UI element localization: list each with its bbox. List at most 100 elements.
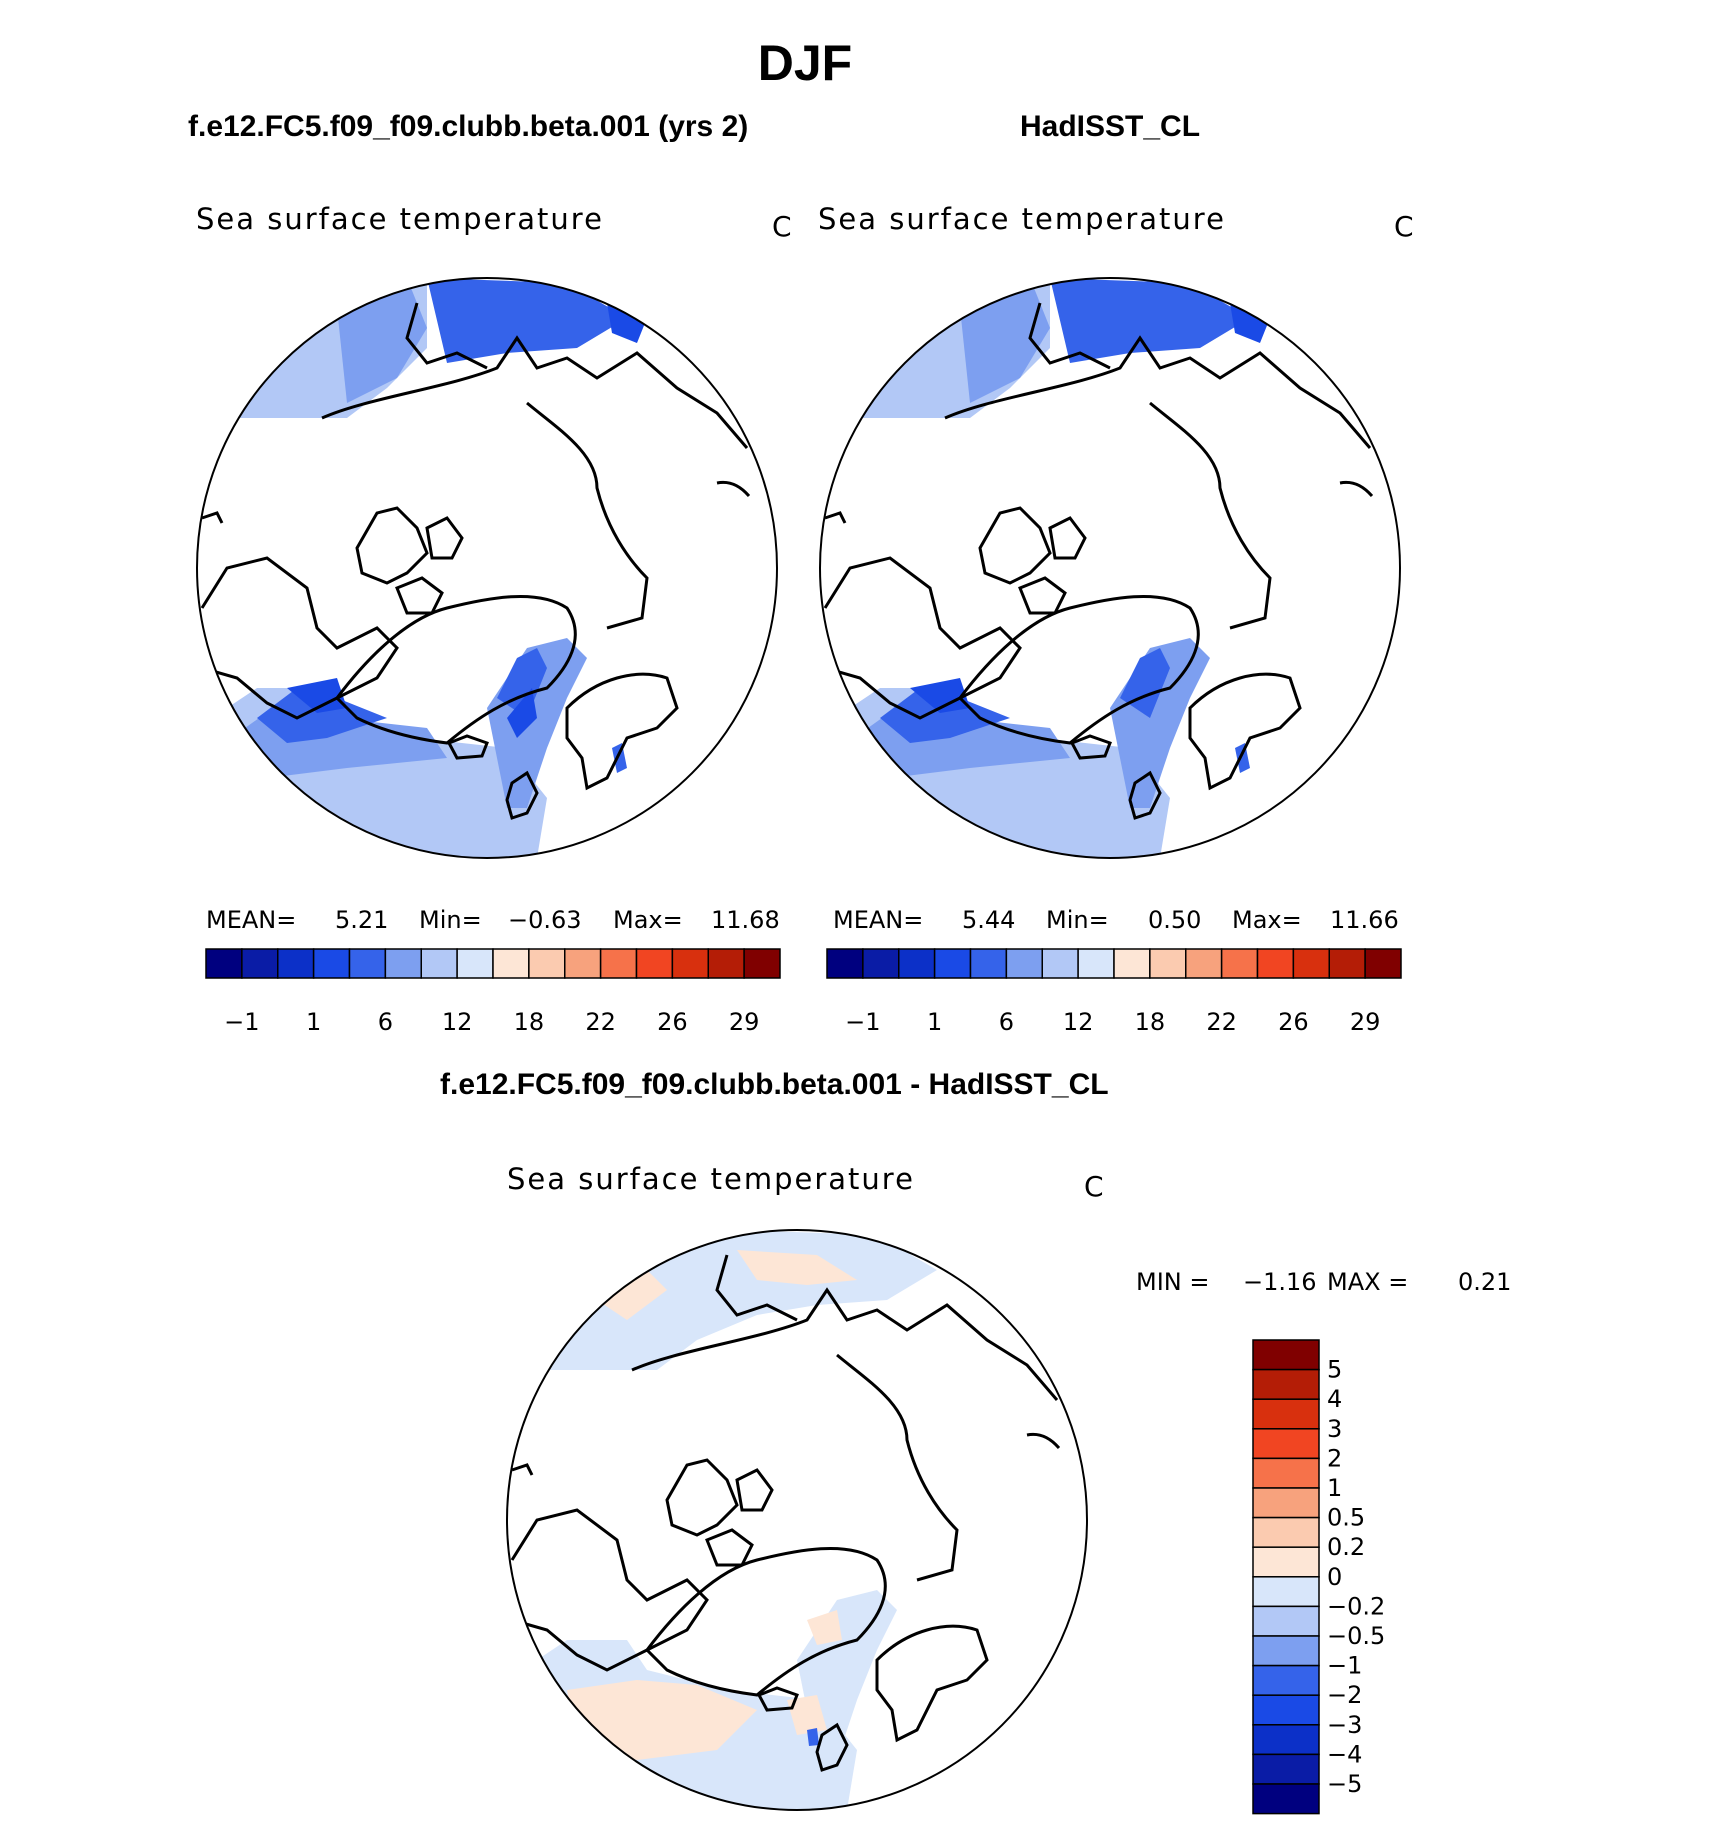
- diff-colorbar-swatch: [1252, 1546, 1320, 1578]
- diff-colorbar-swatch: [1252, 1368, 1320, 1400]
- diff-colorbar-tick-label: −3: [1327, 1711, 1362, 1739]
- panel2-colorbar-tick-label: 6: [999, 1008, 1014, 1036]
- panel1-colorbar-tick-label: 18: [514, 1008, 545, 1036]
- panel2-colorbar-swatch: [898, 948, 936, 979]
- panel1-max-label: Max=: [613, 906, 683, 934]
- panel1-colorbar-tick-label: 1: [306, 1008, 321, 1036]
- panel2-units-label: C: [1394, 210, 1414, 243]
- panel1-mean-label: MEAN=: [206, 906, 297, 934]
- diff-colorbar-tick-label: −0.5: [1327, 1622, 1385, 1650]
- diff-colorbar-tick-label: −4: [1327, 1740, 1362, 1768]
- diff-polar-map: [506, 1229, 1088, 1811]
- diff-colorbar-tick-label: 0.5: [1327, 1504, 1365, 1532]
- panel2-colorbar-tick-label: 22: [1206, 1008, 1237, 1036]
- panel1-colorbar: −1 1 6 12 18 22 26 29: [205, 948, 781, 1036]
- diff-colorbar-tick-label: 2: [1327, 1444, 1342, 1472]
- panel1-colorbar-swatch: [205, 948, 243, 979]
- panel2-colorbar-swatch: [862, 948, 900, 979]
- diff-colorbar-tick-label: 0: [1327, 1563, 1342, 1591]
- panel1-colorbar-swatch: [743, 948, 781, 979]
- panel1-colorbar-swatch: [312, 948, 351, 979]
- panel2-colorbar-swatch: [1041, 948, 1079, 979]
- panel1-colorbar-swatch: [635, 948, 674, 979]
- diff-colorbar-swatch: [1252, 1516, 1320, 1548]
- panel2-colorbar-tick-label: 1: [927, 1008, 942, 1036]
- panel1-colorbar-tick-label: −1: [224, 1008, 259, 1036]
- panel1-min-value: −0.63: [508, 906, 582, 934]
- panel2-colorbar-swatch: [1005, 948, 1043, 979]
- panel2-mean-value: 5.44: [962, 906, 1016, 934]
- panel2-colorbar-swatch: [933, 948, 972, 979]
- diff-colorbar-tick-label: 5: [1327, 1356, 1342, 1384]
- panel1-min-label: Min=: [419, 906, 482, 934]
- panel2-colorbar-swatch: [1185, 948, 1223, 979]
- panel2-polar-map: [819, 277, 1401, 859]
- panel2-variable-label: Sea surface temperature: [818, 202, 1226, 236]
- panel1-colorbar-tick-label: 12: [442, 1008, 473, 1036]
- panel2-min-label: Min=: [1046, 906, 1109, 934]
- diff-max-value: 0.21: [1458, 1268, 1512, 1296]
- panel2-min-value: 0.50: [1148, 906, 1202, 934]
- panel1-colorbar-swatch: [241, 948, 279, 979]
- panel2-colorbar-swatch: [826, 948, 864, 979]
- diff-colorbar-swatch: [1252, 1576, 1320, 1608]
- panel2-mean-label: MEAN=: [833, 906, 924, 934]
- diff-colorbar-swatch: [1252, 1664, 1320, 1696]
- panel1-colorbar-swatch: [599, 948, 638, 979]
- diff-colorbar-tick-label: −0.2: [1327, 1592, 1385, 1620]
- diff-max-label: MAX =: [1327, 1268, 1409, 1296]
- panel1-units-label: C: [772, 210, 792, 243]
- diff-units-label: C: [1084, 1170, 1104, 1203]
- panel2-colorbar-swatch: [1292, 948, 1330, 979]
- diff-colorbar-swatch: [1252, 1398, 1320, 1430]
- diff-colorbar-tick-label: 3: [1327, 1415, 1342, 1443]
- diff-colorbar-swatch: [1252, 1783, 1320, 1815]
- panel1-colorbar-tick-label: 22: [585, 1008, 616, 1036]
- diff-colorbar-swatch: [1252, 1487, 1320, 1519]
- model-case-title: f.e12.FC5.f09_f09.clubb.beta.001 (yrs 2): [188, 110, 749, 143]
- panel2-max-value: 11.66: [1330, 906, 1399, 934]
- diff-colorbar-swatch: [1252, 1339, 1320, 1371]
- difference-title: f.e12.FC5.f09_f09.clubb.beta.001 - HadIS…: [440, 1068, 1109, 1101]
- panel2-colorbar-swatch: [1113, 948, 1151, 979]
- diff-min-label: MIN =: [1136, 1268, 1210, 1296]
- diff-colorbar-swatch: [1252, 1635, 1320, 1667]
- panel1-max-value: 11.68: [711, 906, 780, 934]
- diff-colorbar-swatch: [1252, 1753, 1320, 1785]
- panel2-colorbar-swatch: [1149, 948, 1187, 979]
- obs-case-title: HadISST_CL: [1020, 110, 1201, 143]
- panel1-variable-label: Sea surface temperature: [196, 202, 604, 236]
- panel2-colorbar-tick-label: 18: [1135, 1008, 1166, 1036]
- diff-colorbar-tick-label: −2: [1327, 1681, 1362, 1709]
- panel2-max-label: Max=: [1232, 906, 1302, 934]
- panel2-colorbar-swatch: [1364, 948, 1402, 979]
- panel1-colorbar-swatch: [671, 948, 709, 979]
- panel1-colorbar-swatch: [348, 948, 387, 979]
- diff-colorbar-tick-label: 4: [1327, 1385, 1342, 1413]
- panel2-colorbar-tick-label: 12: [1063, 1008, 1094, 1036]
- panel2-colorbar-swatch: [1328, 948, 1366, 979]
- panel2-colorbar-tick-label: 26: [1278, 1008, 1309, 1036]
- panel2-colorbar-tick-label: −1: [845, 1008, 880, 1036]
- panel2-colorbar: −1 1 6 12 18 22 26 29: [826, 948, 1402, 1036]
- panel2-colorbar-swatch: [1256, 948, 1295, 979]
- panel1-colorbar-swatch: [528, 948, 566, 979]
- diff-colorbar-swatch: [1252, 1694, 1320, 1726]
- diff-colorbar-swatch: [1252, 1605, 1320, 1637]
- panel1-colorbar-swatch: [384, 948, 422, 979]
- panel2-colorbar-swatch: [1077, 948, 1115, 979]
- season-title: DJF: [757, 35, 853, 91]
- diff-variable-label: Sea surface temperature: [507, 1162, 915, 1196]
- diff-colorbar-tick-label: 1: [1327, 1474, 1342, 1502]
- panel1-colorbar-swatch: [492, 948, 530, 979]
- panel1-colorbar-tick-label: 26: [657, 1008, 688, 1036]
- diff-colorbar-swatch: [1252, 1457, 1320, 1489]
- diff-colorbar-swatch: [1252, 1724, 1320, 1756]
- panel1-colorbar-swatch: [277, 948, 315, 979]
- diff-colorbar-swatch: [1252, 1428, 1320, 1460]
- diff-colorbar-tick-label: 0.2: [1327, 1533, 1365, 1561]
- diff-colorbar-tick-label: −1: [1327, 1652, 1362, 1680]
- panel1-colorbar-swatch: [707, 948, 745, 979]
- panel2-colorbar-swatch: [1220, 948, 1259, 979]
- panel1-colorbar-swatch: [456, 948, 494, 979]
